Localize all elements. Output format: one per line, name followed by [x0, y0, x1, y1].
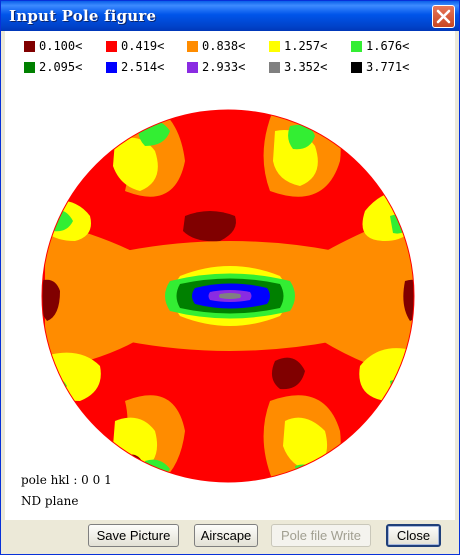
window-title: Input Pole figure — [9, 7, 157, 25]
button-bar: Save Picture Airscape Pole file Write Cl… — [1, 520, 459, 554]
legend-swatch — [106, 41, 117, 52]
legend-swatch — [106, 62, 117, 73]
close-button[interactable]: Close — [386, 524, 441, 547]
legend-label: 3.771< — [366, 60, 410, 74]
legend-label: 2.514< — [121, 60, 165, 74]
contour-map — [42, 110, 414, 482]
legend-label: 3.352< — [284, 60, 328, 74]
legend-swatch — [187, 41, 198, 52]
title-bar[interactable]: Input Pole figure — [1, 1, 459, 31]
legend-swatch — [351, 62, 362, 73]
pole-file-write-button[interactable]: Pole file Write — [271, 524, 371, 547]
plane-label: ND plane — [21, 494, 79, 508]
close-x-icon — [436, 9, 451, 24]
legend-swatch — [269, 62, 280, 73]
legend-label: 0.838< — [202, 39, 246, 53]
legend-label: 2.933< — [202, 60, 246, 74]
pole-hkl-label: pole hkl : 0 0 1 — [21, 473, 112, 487]
legend-swatch — [24, 62, 35, 73]
close-window-button[interactable] — [432, 5, 455, 28]
pole-figure-plot — [41, 109, 415, 483]
legend-swatch — [269, 41, 280, 52]
legend-swatch — [187, 62, 198, 73]
legend-label: 0.419< — [121, 39, 165, 53]
legend-label: 2.095< — [39, 60, 83, 74]
airscape-button[interactable]: Airscape — [194, 524, 258, 547]
legend-swatch — [351, 41, 362, 52]
pole-figure-boundary — [41, 109, 415, 483]
legend-label: 0.100< — [39, 39, 83, 53]
legend-label: 1.676< — [366, 39, 410, 53]
legend-swatch — [24, 41, 35, 52]
legend-label: 1.257< — [284, 39, 328, 53]
save-picture-button[interactable]: Save Picture — [88, 524, 179, 547]
pole-figure-canvas: 0.100< 0.419< 0.838< 1.257< 1.676< 2.095… — [5, 31, 455, 550]
